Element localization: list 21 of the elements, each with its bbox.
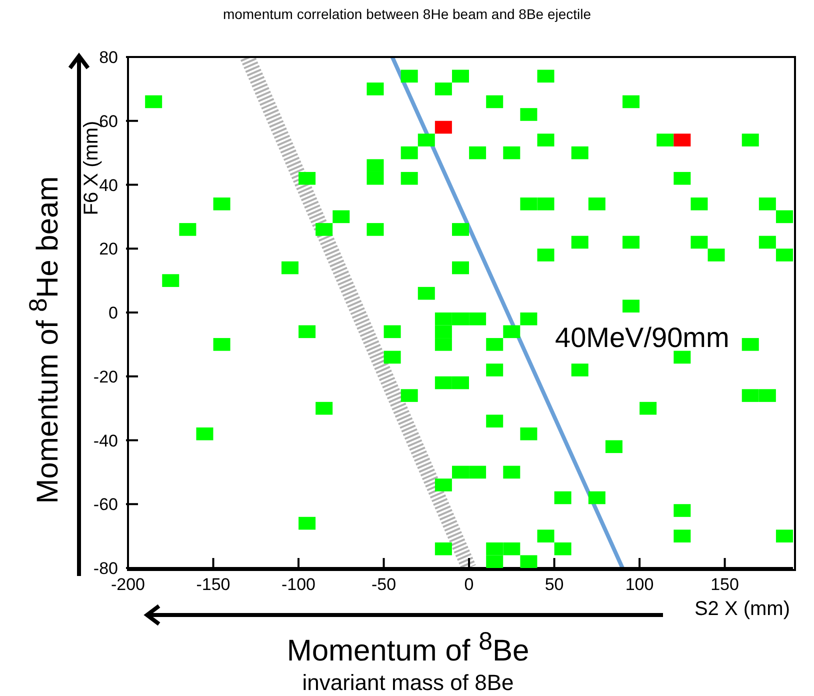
- chart-title: momentum correlation between 8He beam and 8Be ejectile: [222, 6, 592, 22]
- y-tick-label: -80: [93, 559, 118, 578]
- y-tick-label: 0: [108, 304, 118, 322]
- text: invariant mass of 8Be: [302, 670, 514, 696]
- x-tick-label: 150: [710, 575, 739, 594]
- x-tick-label: -50: [371, 575, 396, 594]
- y-tick-label: -60: [93, 495, 118, 514]
- y-tick-label: -40: [93, 431, 118, 450]
- x-tick-label: -200: [110, 575, 146, 594]
- text: Momentum of $^{8}$Be: [286, 628, 530, 668]
- y-tick-label: 60: [99, 112, 118, 131]
- x-tick-label: 0: [464, 575, 474, 594]
- x-tick-label: 50: [544, 575, 564, 594]
- x-tick-label: -150: [196, 575, 230, 594]
- x-tick-label: 100: [625, 575, 654, 594]
- y-tick-label: 80: [99, 48, 118, 67]
- x-tick-label: -100: [281, 575, 316, 594]
- annotation: 40MeV/90mm: [555, 322, 730, 354]
- x-axis-title: S2 X (mm): [694, 598, 790, 621]
- y-tick-label: 20: [99, 240, 118, 259]
- y-tick-label: -20: [93, 367, 118, 386]
